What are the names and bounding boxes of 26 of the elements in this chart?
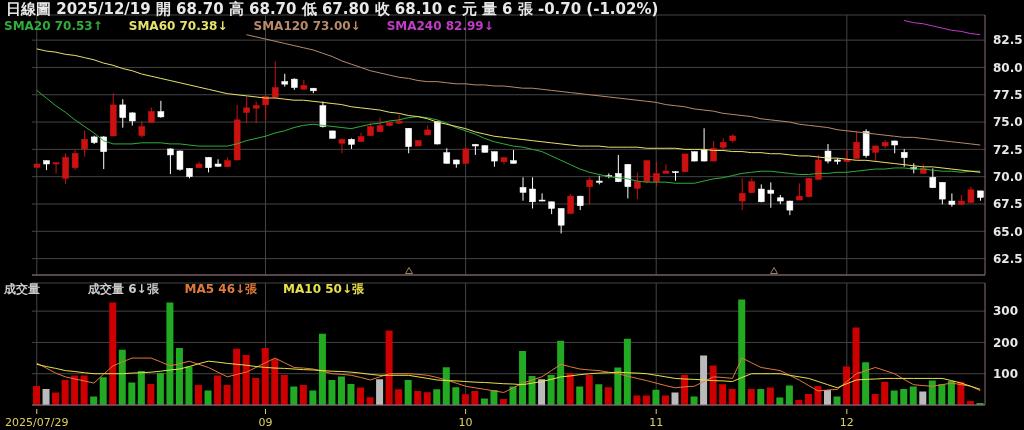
y-tick-label: 300 [993, 304, 1019, 319]
text: SMA20 70.53↑ [4, 19, 103, 33]
x-tick-label: 12 [839, 416, 854, 429]
y-tick-label: 80.0 [993, 60, 1023, 75]
text: MA5 46↓張 [184, 281, 258, 298]
y-tick-label: 100 [993, 366, 1019, 381]
y-tick-label: 82.5 [993, 33, 1023, 48]
chart-title: 成交量 [4, 281, 40, 298]
series-label: SMA120 73.00↓ [253, 19, 361, 33]
y-tick-label: 70.0 [993, 169, 1023, 184]
y-tick-label: 72.5 [993, 142, 1023, 157]
text: SMA60 70.38↓ [128, 19, 228, 33]
y-tick-label: 67.5 [993, 197, 1023, 212]
y-tick-label: 75.0 [993, 115, 1023, 130]
text: MA10 50↓張 [283, 281, 364, 298]
x-tick-label: 10 [458, 416, 473, 429]
y-tick-label: 77.5 [993, 88, 1023, 103]
chart-title: 日線圖 2025/12/19 開 68.70 高 68.70 低 67.80 收 68.10 c 元 量 6 張 -0.70 (-1.02%) [6, 0, 659, 19]
x-tick-label: 09 [258, 416, 273, 429]
text: SMA240 82.99↓ [386, 19, 494, 33]
series-label: 成交量 6↓張 [88, 281, 159, 298]
y-tick-label: 62.5 [993, 251, 1023, 266]
y-tick-label: 65.0 [993, 224, 1023, 239]
x-tick-label: 11 [649, 416, 664, 429]
y-tick-label: 200 [993, 335, 1019, 350]
x-tick-label: 2025/07/29 [5, 416, 69, 429]
